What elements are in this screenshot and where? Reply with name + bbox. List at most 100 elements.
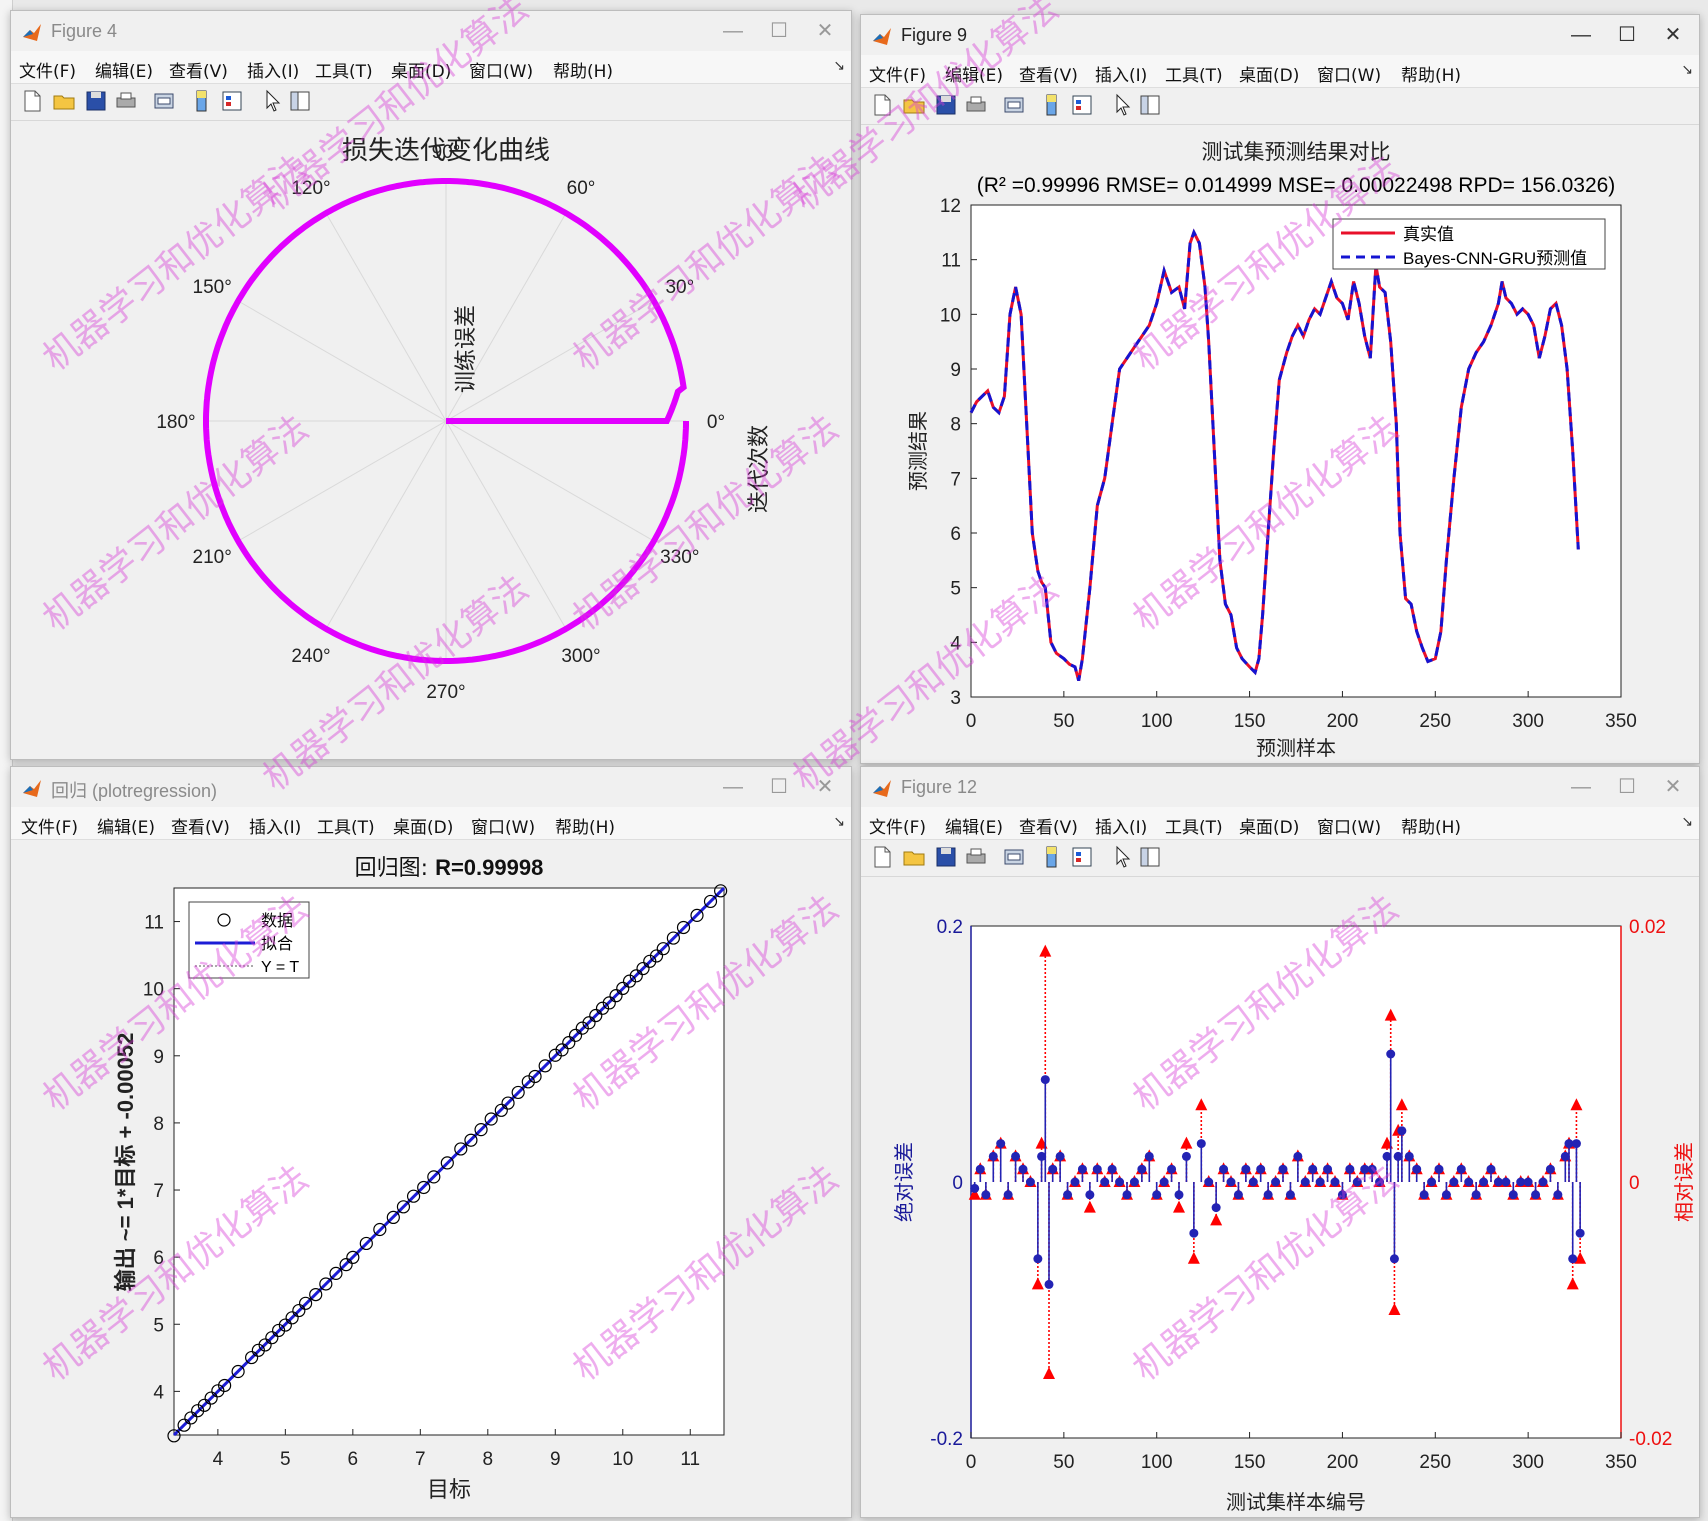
menu-edit[interactable]: 编辑(E) <box>95 62 154 82</box>
title-value: R=0.99998 <box>435 855 543 880</box>
property-inspector-icon[interactable] <box>1137 92 1163 118</box>
print-icon[interactable] <box>113 88 139 114</box>
minimize-icon[interactable]: — <box>1571 776 1591 798</box>
menu-insert[interactable]: 插入(I) <box>249 818 302 838</box>
absolute-error-marker <box>1129 1177 1139 1187</box>
open-folder-icon[interactable] <box>901 844 927 870</box>
dock-arrow-icon[interactable]: ↘ <box>833 57 845 73</box>
figure4-window[interactable]: Figure 4 — ☐ ✕ 文件(F) 编辑(E) 查看(V) 插入(I) 工… <box>10 10 852 760</box>
y-tick-label: 10 <box>143 980 164 1001</box>
menu-tools[interactable]: 工具(T) <box>317 818 375 838</box>
menu-desktop[interactable]: 桌面(D) <box>391 62 452 82</box>
print-preview-icon[interactable] <box>1001 92 1027 118</box>
pointer-icon[interactable] <box>1109 844 1135 870</box>
menu-window[interactable]: 窗口(W) <box>471 818 536 838</box>
menu-help[interactable]: 帮助(H) <box>1401 818 1462 838</box>
maximize-icon[interactable]: ☐ <box>770 20 788 42</box>
menu-view[interactable]: 查看(V) <box>171 818 230 838</box>
minimize-icon[interactable]: — <box>723 776 743 798</box>
dock-arrow-icon[interactable]: ↘ <box>833 813 845 829</box>
menu-window[interactable]: 窗口(W) <box>1317 818 1382 838</box>
print-icon[interactable] <box>963 844 989 870</box>
titlebar[interactable]: Figure 9 — ☐ ✕ <box>861 15 1699 55</box>
menu-tools[interactable]: 工具(T) <box>1165 818 1223 838</box>
absolute-error-marker <box>1449 1177 1459 1187</box>
minimize-icon[interactable]: — <box>1571 24 1591 46</box>
titlebar[interactable]: Figure 12 — ☐ ✕ <box>861 767 1699 807</box>
menu-file[interactable]: 文件(F) <box>19 62 77 82</box>
legend-icon[interactable] <box>1069 844 1095 870</box>
menu-view[interactable]: 查看(V) <box>169 62 228 82</box>
menu-view[interactable]: 查看(V) <box>1019 66 1078 86</box>
maximize-icon[interactable]: ☐ <box>1618 24 1636 46</box>
figure12-window[interactable]: Figure 12 — ☐ ✕ 文件(F) 编辑(E) 查看(V) 插入(I) … <box>860 766 1700 1518</box>
close-icon[interactable]: ✕ <box>816 20 834 42</box>
legend: 真实值 Bayes-CNN-GRU预测值 <box>1332 218 1606 270</box>
titlebar[interactable]: Figure 4 — ☐ ✕ <box>11 11 851 51</box>
menu-help[interactable]: 帮助(H) <box>555 818 616 838</box>
menu-desktop[interactable]: 桌面(D) <box>393 818 454 838</box>
dock-arrow-icon[interactable]: ↘ <box>1681 61 1693 77</box>
x-tick-labels: 0 50 100 150 200 250 300 350 <box>966 691 1637 732</box>
menu-file[interactable]: 文件(F) <box>869 818 927 838</box>
new-file-icon[interactable] <box>19 88 45 114</box>
menu-edit[interactable]: 编辑(E) <box>945 66 1004 86</box>
print-preview-icon[interactable] <box>151 88 177 114</box>
close-icon[interactable]: ✕ <box>1664 24 1682 46</box>
menu-view[interactable]: 查看(V) <box>1019 818 1078 838</box>
data-point <box>582 1016 596 1030</box>
figure9-window[interactable]: Figure 9 — ☐ ✕ 文件(F) 编辑(E) 查看(V) 插入(I) 工… <box>860 14 1700 764</box>
menu-edit[interactable]: 编辑(E) <box>945 818 1004 838</box>
open-folder-icon[interactable] <box>901 92 927 118</box>
menu-file[interactable]: 文件(F) <box>21 818 79 838</box>
data-point <box>309 1287 323 1302</box>
print-preview-icon[interactable] <box>1001 844 1027 870</box>
menu-help[interactable]: 帮助(H) <box>553 62 614 82</box>
close-icon[interactable]: ✕ <box>816 776 834 798</box>
title-prefix: 回归图: <box>355 856 435 881</box>
menu-desktop[interactable]: 桌面(D) <box>1239 66 1300 86</box>
menu-desktop[interactable]: 桌面(D) <box>1239 818 1300 838</box>
colorbar-icon[interactable] <box>1039 92 1065 118</box>
menu-window[interactable]: 窗口(W) <box>469 62 534 82</box>
open-folder-icon[interactable] <box>51 88 77 114</box>
menu-tools[interactable]: 工具(T) <box>315 62 373 82</box>
x-tick-label: 150 <box>1234 711 1266 732</box>
save-icon[interactable] <box>83 88 109 114</box>
colorbar-icon[interactable] <box>1039 844 1065 870</box>
colorbar-icon[interactable] <box>189 88 215 114</box>
dock-arrow-icon[interactable]: ↘ <box>1681 813 1693 829</box>
legend-icon[interactable] <box>219 88 245 114</box>
absolute-error-marker <box>1044 1279 1054 1289</box>
legend-icon[interactable] <box>1069 92 1095 118</box>
fit-line <box>172 886 726 1437</box>
menu-insert[interactable]: 插入(I) <box>1095 66 1148 86</box>
new-file-icon[interactable] <box>869 92 895 118</box>
absolute-error-marker <box>1575 1228 1585 1238</box>
maximize-icon[interactable]: ☐ <box>770 776 788 798</box>
minimize-icon[interactable]: — <box>723 20 743 42</box>
property-inspector-icon[interactable] <box>1137 844 1163 870</box>
x-tick-label: 4 <box>213 1449 224 1470</box>
print-icon[interactable] <box>963 92 989 118</box>
pointer-icon[interactable] <box>1109 92 1135 118</box>
regression-window[interactable]: 回归 (plotregression) — ☐ ✕ 文件(F) 编辑(E) 查看… <box>10 766 852 1518</box>
relative-error-marker <box>1384 1008 1397 1021</box>
new-file-icon[interactable] <box>869 844 895 870</box>
save-icon[interactable] <box>933 844 959 870</box>
menu-window[interactable]: 窗口(W) <box>1317 66 1382 86</box>
menu-help[interactable]: 帮助(H) <box>1401 66 1462 86</box>
property-inspector-icon[interactable] <box>287 88 313 114</box>
titlebar[interactable]: 回归 (plotregression) — ☐ ✕ <box>11 767 851 807</box>
pointer-icon[interactable] <box>259 88 285 114</box>
maximize-icon[interactable]: ☐ <box>1618 776 1636 798</box>
menu-edit[interactable]: 编辑(E) <box>97 818 156 838</box>
menu-insert[interactable]: 插入(I) <box>247 62 300 82</box>
data-point <box>427 1170 441 1184</box>
close-icon[interactable]: ✕ <box>1664 776 1682 798</box>
save-icon[interactable] <box>933 92 959 118</box>
menu-tools[interactable]: 工具(T) <box>1165 66 1223 86</box>
menu-insert[interactable]: 插入(I) <box>1095 818 1148 838</box>
menu-file[interactable]: 文件(F) <box>869 66 927 86</box>
relative-error-marker <box>1388 1303 1401 1315</box>
